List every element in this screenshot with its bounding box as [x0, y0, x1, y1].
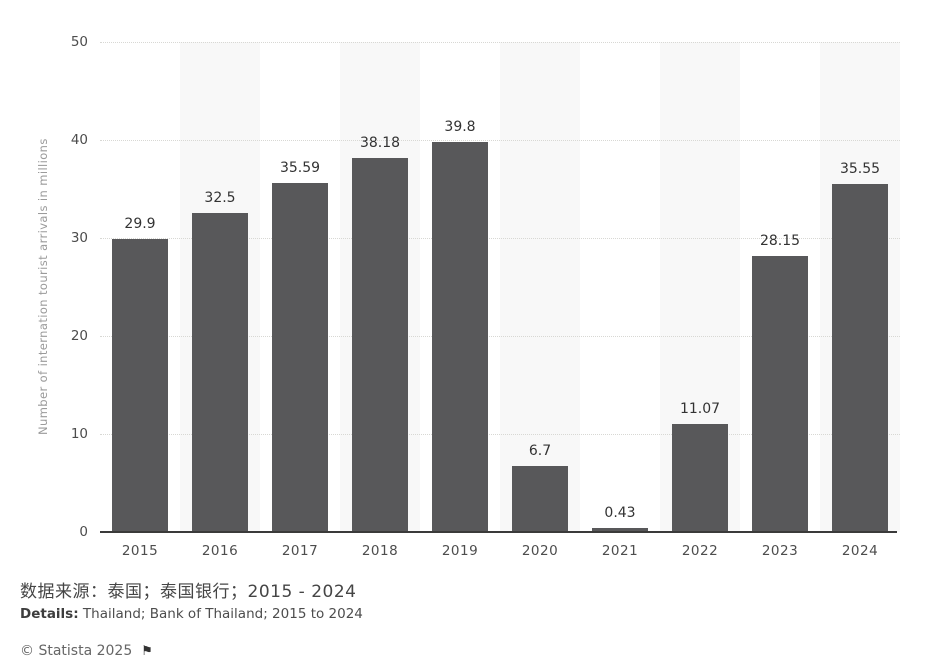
y-tick-label-0: 0: [79, 524, 88, 540]
bar-value-label-2016: 32.5: [204, 190, 236, 206]
gridline-10: [100, 434, 900, 435]
y-tick-label-40: 40: [70, 132, 88, 148]
copyright-text: © Statista 2025: [20, 643, 133, 659]
x-tick-label-2021: 2021: [601, 543, 639, 559]
bar-2018[interactable]: [352, 158, 408, 532]
x-tick-label-2023: 2023: [761, 543, 799, 559]
y-tick-label-10: 10: [70, 426, 88, 442]
x-tick-label-2018: 2018: [361, 543, 399, 559]
column-stripe: [500, 42, 580, 532]
gridline-30: [100, 238, 900, 239]
x-tick-label-2016: 2016: [201, 543, 239, 559]
bar-value-label-2015: 29.9: [124, 216, 156, 232]
flag-icon[interactable]: ⚑: [141, 644, 153, 659]
details-label: Details:: [20, 606, 79, 622]
bar-2024[interactable]: [832, 184, 888, 532]
bar-value-label-2020: 6.7: [528, 443, 552, 459]
bar-value-label-2021: 0.43: [604, 505, 636, 521]
details-line: Details: Thailand; Bank of Thailand; 201…: [20, 606, 363, 622]
x-tick-label-2022: 2022: [681, 543, 719, 559]
x-tick-label-2024: 2024: [841, 543, 879, 559]
x-axis-line: [100, 531, 897, 533]
bar-2020[interactable]: [512, 466, 568, 532]
x-tick-label-2015: 2015: [121, 543, 159, 559]
gridline-40: [100, 140, 900, 141]
bar-value-label-2022: 11.07: [679, 401, 721, 417]
x-tick-label-2017: 2017: [281, 543, 319, 559]
bar-2019[interactable]: [432, 142, 488, 532]
bar-value-label-2017: 35.59: [279, 160, 321, 176]
y-tick-label-50: 50: [70, 34, 88, 50]
y-axis-title: Number of internation tourist arrivals i…: [36, 138, 50, 436]
y-tick-label-20: 20: [70, 328, 88, 344]
details-text: Thailand; Bank of Thailand; 2015 to 2024: [78, 606, 363, 622]
source-text-chinese: 数据来源：泰国；泰国银行；2015 - 2024: [20, 582, 357, 602]
bar-2022[interactable]: [672, 424, 728, 532]
bar-value-label-2019: 39.8: [444, 119, 476, 135]
bar-2017[interactable]: [272, 183, 328, 532]
y-tick-label-30: 30: [70, 230, 88, 246]
bar-2023[interactable]: [752, 256, 808, 532]
x-tick-label-2019: 2019: [441, 543, 479, 559]
bar-value-label-2023: 28.15: [759, 233, 801, 249]
bar-2015[interactable]: [112, 239, 168, 532]
gridline-50: [100, 42, 900, 43]
x-tick-label-2020: 2020: [521, 543, 559, 559]
bar-chart-plot-area: 29.9 32.5 35.59 38.18 39.8 6.7 0.43 11.07 28.15 3…: [100, 42, 900, 532]
bar-2016[interactable]: [192, 213, 248, 532]
copyright-line: © Statista 2025 ⚑: [20, 643, 153, 659]
gridline-20: [100, 336, 900, 337]
bar-2021[interactable]: [592, 528, 648, 532]
bar-value-label-2024: 35.55: [839, 161, 881, 177]
bar-value-label-2018: 38.18: [359, 135, 401, 151]
